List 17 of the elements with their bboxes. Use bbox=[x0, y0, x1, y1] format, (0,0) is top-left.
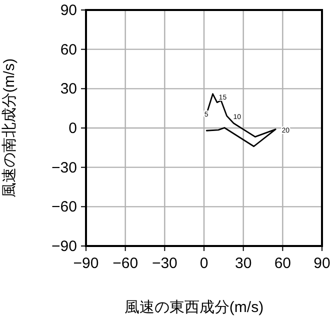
y-tick-label: 90 bbox=[60, 2, 77, 19]
x-tick-label: −90 bbox=[73, 255, 99, 272]
x-tick-label: −60 bbox=[112, 255, 138, 272]
y-tick-label: 0 bbox=[68, 120, 77, 137]
x-tick-label: 90 bbox=[314, 255, 330, 272]
line-series bbox=[205, 93, 276, 148]
y-tick-label: −90 bbox=[52, 238, 77, 255]
x-tick-label: −30 bbox=[152, 255, 178, 272]
x-tick-label: 0 bbox=[200, 255, 208, 272]
y-tick-label: 30 bbox=[60, 80, 77, 98]
y-tick-label: −30 bbox=[52, 159, 77, 176]
x-tick-label: 30 bbox=[234, 255, 252, 272]
y-tick-label: 60 bbox=[60, 41, 77, 58]
x-tick-label: 60 bbox=[274, 255, 292, 272]
y-axis-title: 風速の南北成分(m/s) bbox=[1, 58, 18, 198]
x-axis-title: 風速の東西成分(m/s) bbox=[124, 299, 264, 316]
y-tick-label: −60 bbox=[52, 198, 77, 216]
